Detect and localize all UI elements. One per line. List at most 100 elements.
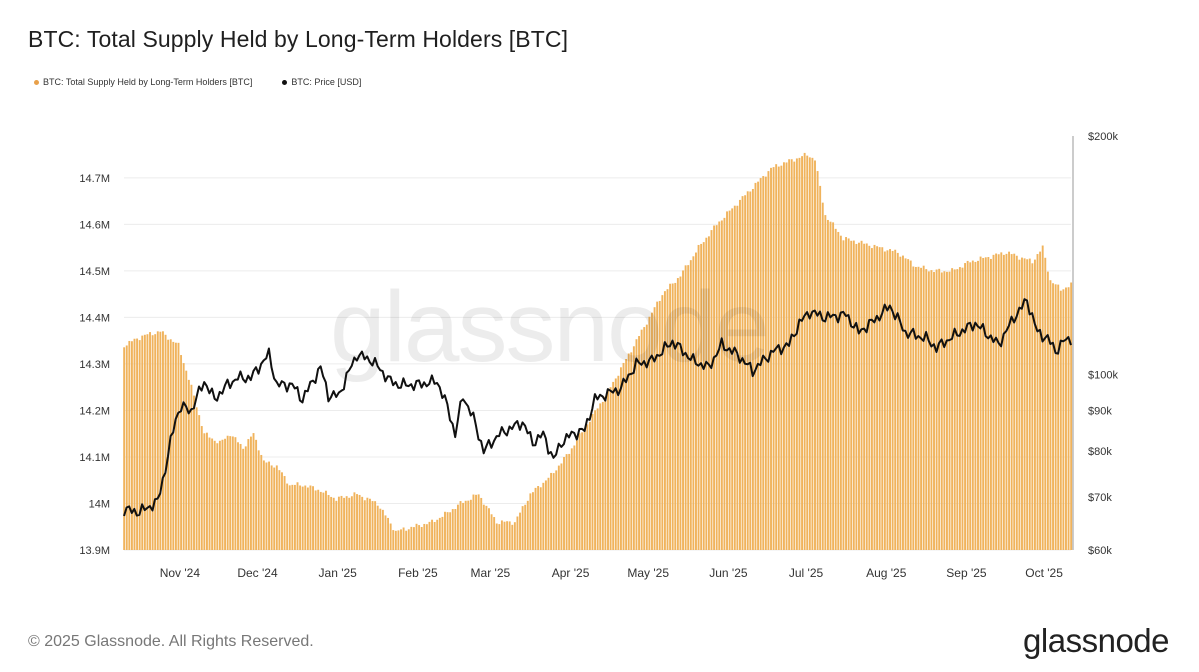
supply-bar — [270, 465, 273, 550]
supply-bar — [552, 473, 555, 550]
supply-bar — [544, 480, 547, 550]
supply-bar — [751, 188, 754, 550]
supply-bar — [366, 497, 369, 550]
supply-bar — [169, 339, 172, 550]
supply-bar — [1044, 257, 1047, 550]
supply-bar — [459, 501, 462, 550]
supply-bar — [852, 240, 855, 550]
supply-bar — [720, 220, 723, 550]
supply-bar — [894, 249, 897, 551]
supply-bar — [622, 362, 625, 550]
supply-bar — [687, 265, 690, 550]
supply-bar — [420, 526, 423, 550]
supply-bar — [839, 235, 842, 550]
supply-bar — [521, 506, 524, 550]
supply-bar — [234, 437, 237, 550]
supply-bar — [485, 505, 488, 550]
supply-bar — [625, 359, 628, 550]
x-tick-label: Aug '25 — [866, 566, 907, 580]
supply-bar — [500, 520, 503, 550]
supply-bar — [472, 494, 475, 550]
supply-bar — [764, 176, 767, 551]
glassnode-logo[interactable]: glassnode — [1023, 622, 1169, 659]
legend-item-supply[interactable]: BTC: Total Supply Held by Long-Term Hold… — [34, 77, 252, 87]
supply-bar — [938, 268, 941, 550]
supply-bar — [596, 408, 599, 550]
supply-bar — [635, 339, 638, 550]
supply-bar — [252, 433, 255, 550]
supply-bar — [850, 240, 853, 550]
supply-bar — [563, 457, 565, 550]
supply-bar — [550, 472, 553, 550]
supply-bar — [731, 208, 734, 550]
y-left-tick-label: 14.4M — [79, 312, 110, 324]
supply-bar — [935, 269, 938, 550]
supply-bar — [495, 523, 498, 550]
supply-bar — [239, 443, 242, 550]
supply-bar — [278, 470, 281, 550]
supply-bar — [1023, 258, 1026, 550]
supply-bar — [304, 485, 307, 550]
supply-bar — [397, 530, 400, 550]
supply-bar — [588, 421, 591, 550]
supply-bar — [361, 496, 364, 550]
supply-bar — [656, 301, 659, 550]
supply-bar — [337, 496, 340, 550]
supply-bar — [428, 521, 431, 550]
supply-bar — [842, 240, 845, 550]
supply-bar — [516, 516, 519, 550]
supply-bar — [956, 269, 959, 550]
supply-bar — [190, 384, 193, 550]
supply-bar — [379, 508, 382, 550]
supply-bar — [925, 269, 928, 550]
supply-bar — [534, 487, 537, 550]
supply-bar — [423, 523, 426, 550]
supply-bar — [997, 254, 1000, 550]
supply-bar — [1015, 255, 1018, 551]
supply-bar — [539, 487, 542, 550]
supply-bar — [697, 244, 700, 550]
supply-bar — [511, 524, 514, 550]
supply-bar — [363, 500, 366, 550]
supply-bar — [1067, 287, 1070, 550]
supply-bar — [299, 485, 302, 550]
supply-bar — [418, 525, 421, 550]
supply-bar — [723, 217, 726, 550]
supply-bar — [506, 521, 509, 550]
supply-bar — [679, 276, 682, 550]
supply-bar — [1065, 287, 1067, 550]
supply-bar — [343, 497, 346, 550]
supply-bar — [405, 530, 408, 550]
supply-bar — [806, 155, 809, 550]
supply-bar — [883, 251, 886, 550]
supply-bar — [873, 244, 876, 551]
legend-item-price[interactable]: BTC: Price [USD] — [282, 77, 361, 87]
supply-bar — [995, 253, 998, 550]
supply-bar — [475, 494, 477, 550]
legend-dot-price — [282, 79, 288, 85]
supply-bar — [247, 439, 250, 550]
supply-bar — [387, 517, 390, 550]
supply-bar — [1000, 252, 1003, 550]
supply-bar — [526, 500, 529, 550]
supply-bar — [695, 252, 697, 550]
supply-bar — [159, 331, 162, 550]
supply-bar — [1018, 259, 1021, 550]
supply-bar — [785, 162, 788, 550]
supply-bar — [301, 486, 304, 550]
y-right-tick-label: $80k — [1088, 446, 1112, 458]
supply-bar — [237, 442, 239, 550]
x-tick-label: Oct '25 — [1025, 566, 1063, 580]
supply-bar — [966, 260, 969, 550]
supply-bar — [832, 222, 835, 551]
supply-bar — [532, 492, 534, 550]
y-left-tick-label: 14.1M — [79, 452, 110, 464]
supply-bar — [762, 176, 765, 550]
supply-bar — [451, 509, 454, 550]
supply-bar — [1052, 283, 1054, 550]
supply-bar — [674, 282, 677, 550]
supply-bar — [601, 401, 604, 550]
supply-bar — [325, 490, 327, 550]
supply-bar — [684, 265, 687, 550]
